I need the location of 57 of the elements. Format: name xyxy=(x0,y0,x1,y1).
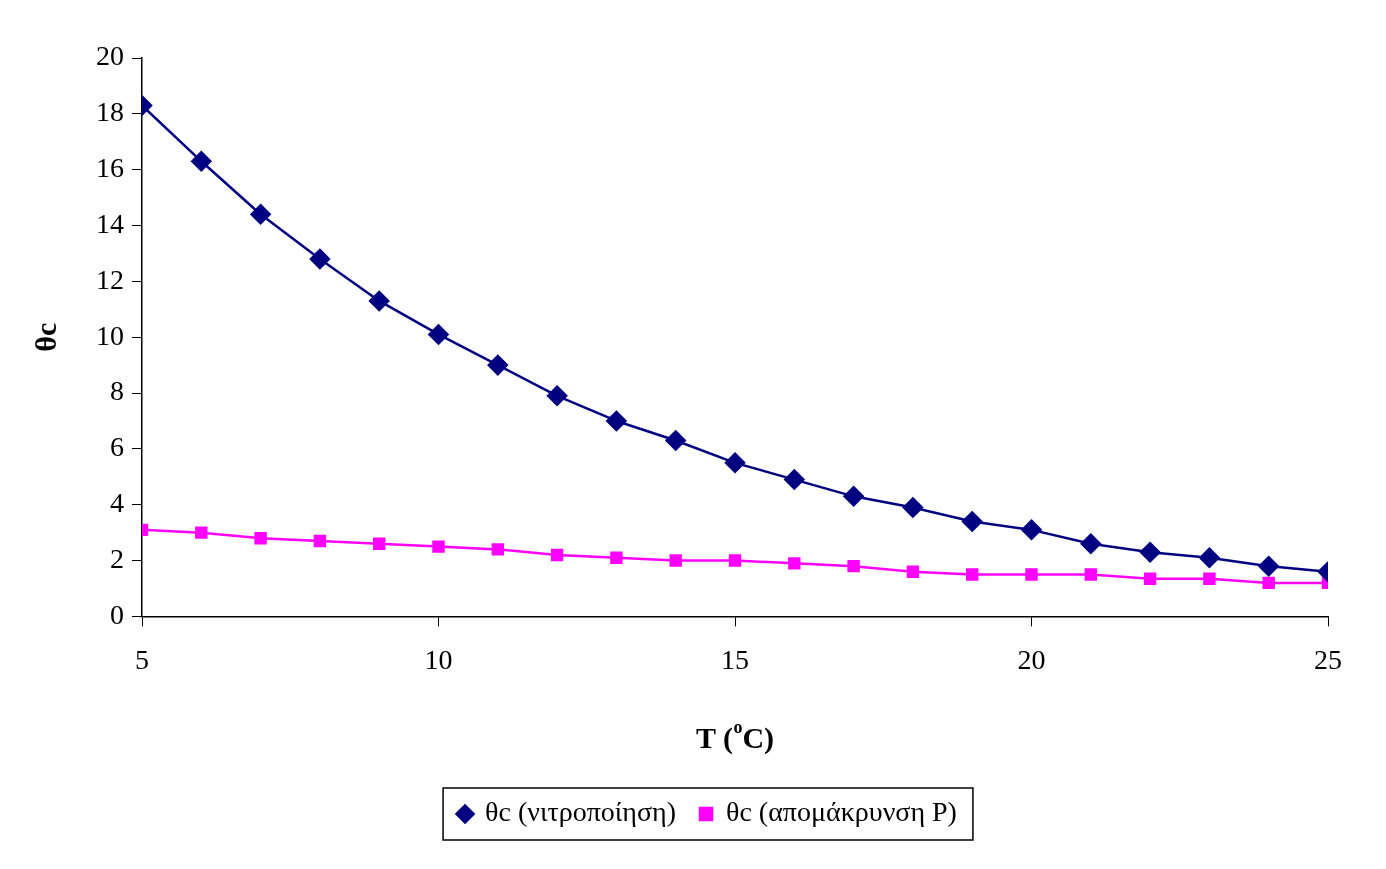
point xyxy=(550,548,564,562)
y-tick-label: 4 xyxy=(110,487,124,519)
point xyxy=(724,452,746,474)
point xyxy=(906,565,920,578)
point xyxy=(1199,547,1220,569)
point xyxy=(309,248,331,270)
point xyxy=(428,324,449,345)
y-tick-label: 20 xyxy=(96,40,124,72)
x-tick-label: 25 xyxy=(1314,643,1342,675)
x-tick-label: 15 xyxy=(721,643,749,675)
y-tick-label: 2 xyxy=(110,542,124,574)
point xyxy=(961,511,983,532)
point xyxy=(966,568,979,581)
point xyxy=(606,410,627,432)
point xyxy=(1262,576,1275,590)
x-tick-label: 20 xyxy=(1017,643,1046,675)
point xyxy=(250,204,271,225)
point xyxy=(1021,519,1042,541)
point xyxy=(843,486,864,507)
point xyxy=(487,354,509,376)
point xyxy=(1143,572,1157,585)
point xyxy=(1084,568,1097,581)
point xyxy=(728,554,742,567)
y-tick-label: 0 xyxy=(110,598,124,630)
point xyxy=(191,151,212,172)
point xyxy=(1258,555,1279,577)
point xyxy=(432,540,445,553)
legend-label: θc (απομάκρυνση P) xyxy=(726,796,957,828)
y-tick-label: 10 xyxy=(96,319,124,351)
point xyxy=(368,290,390,312)
y-tick-label: 12 xyxy=(96,263,124,295)
point xyxy=(1025,568,1038,581)
y-tick-label: 8 xyxy=(110,375,124,407)
y-axis-title: θc xyxy=(28,322,62,352)
legend-label: θc (νιτροποίηση) xyxy=(485,796,677,828)
point xyxy=(1203,572,1216,585)
x-tick-label: 10 xyxy=(424,643,453,675)
y-tick-label: 6 xyxy=(110,431,124,463)
point xyxy=(788,557,801,570)
x-tick-label: 5 xyxy=(135,643,149,675)
point xyxy=(1080,533,1102,555)
point xyxy=(546,385,568,407)
y-tick-label: 18 xyxy=(96,96,124,128)
point xyxy=(313,534,327,548)
point xyxy=(902,497,924,518)
point xyxy=(491,543,504,556)
point xyxy=(665,430,686,451)
point xyxy=(254,532,267,545)
y-tick-label: 14 xyxy=(96,207,124,239)
point xyxy=(784,469,805,490)
point xyxy=(373,537,386,551)
y-tick-label: 16 xyxy=(96,152,124,184)
point xyxy=(195,526,208,539)
point xyxy=(610,551,623,564)
point xyxy=(669,554,682,567)
point xyxy=(847,559,860,573)
point xyxy=(1139,541,1161,563)
